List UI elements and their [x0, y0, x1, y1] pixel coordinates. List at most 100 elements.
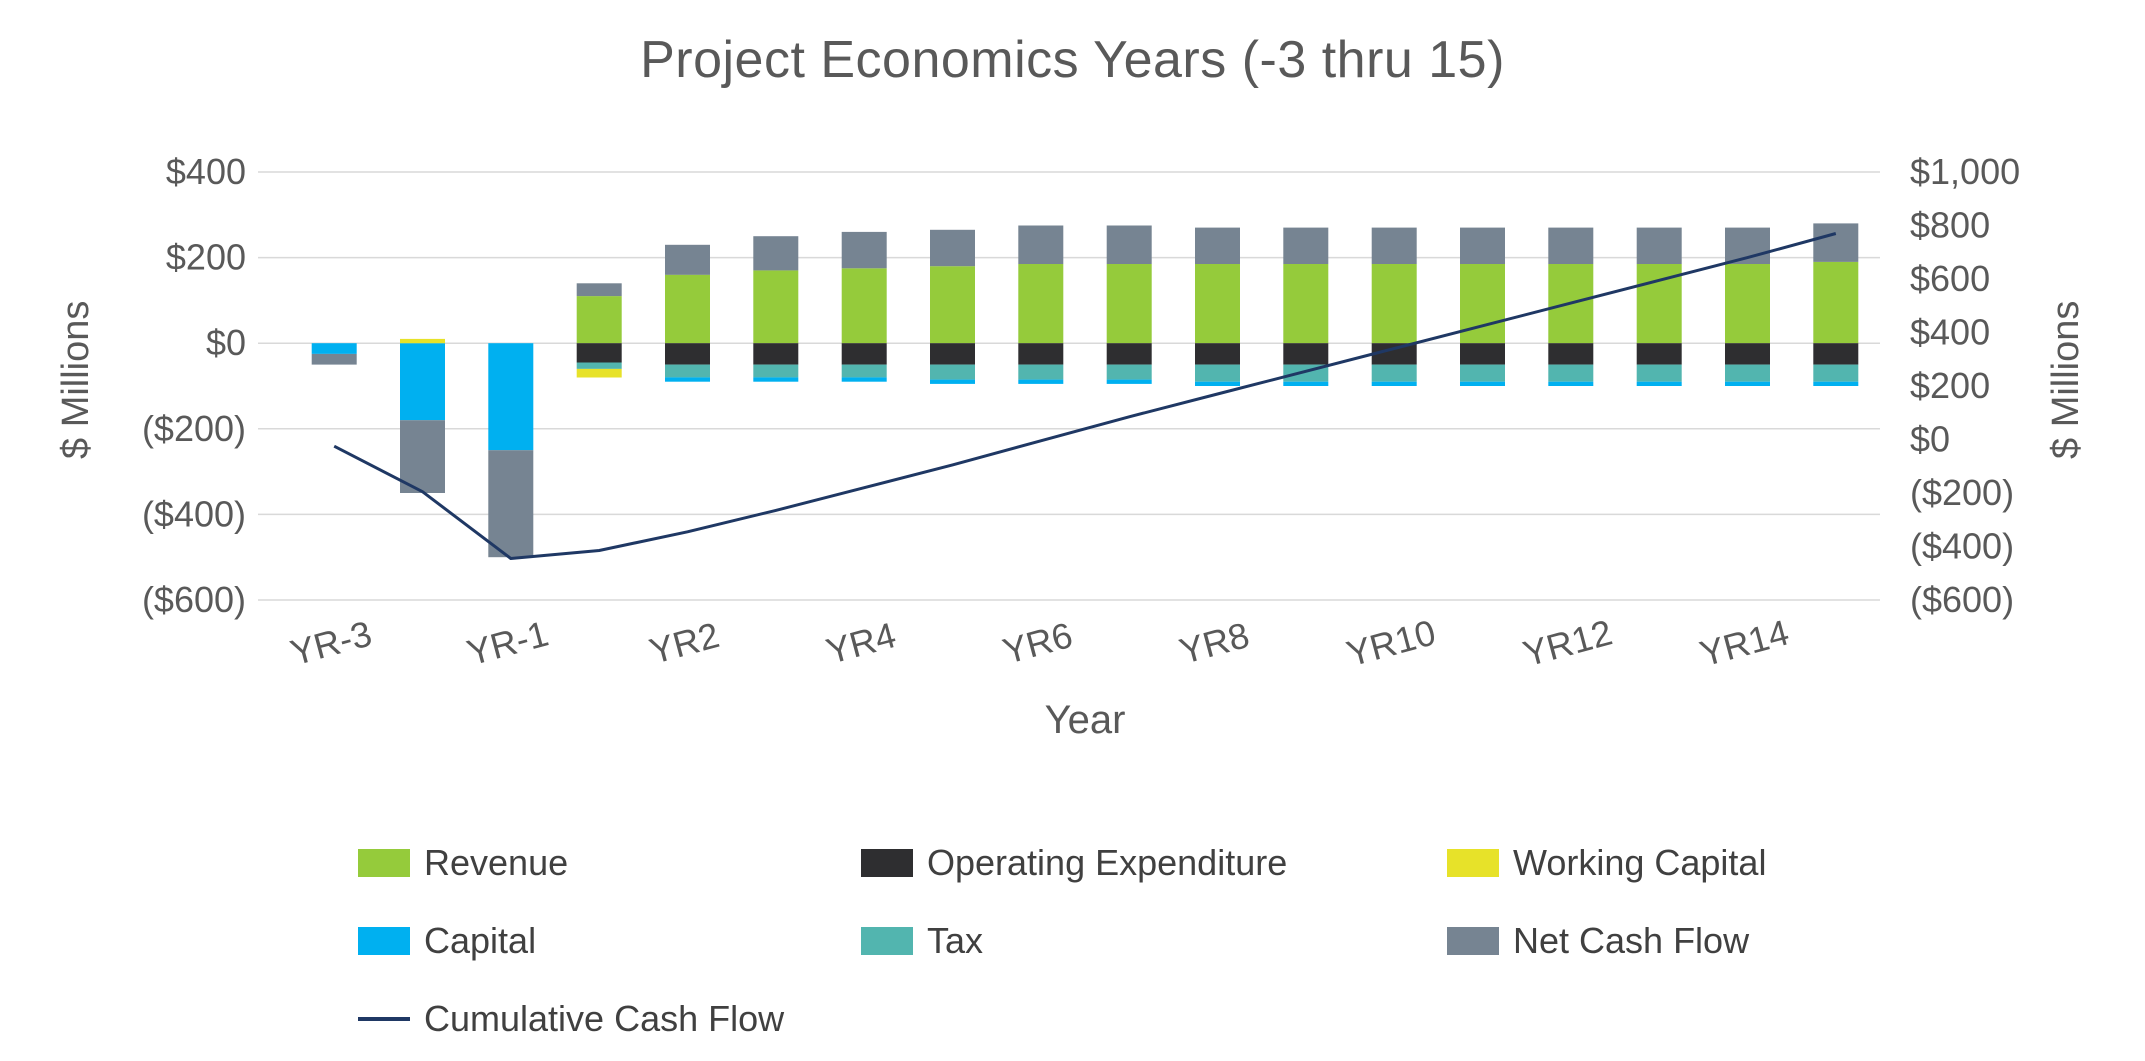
tax-swatch — [861, 927, 913, 955]
bar-segment-tax — [665, 364, 710, 378]
legend-label: Operating Expenditure — [927, 842, 1288, 883]
bar-segment-net_cash_flow — [1371, 227, 1417, 264]
legend-item-revenue: Revenue — [358, 842, 861, 883]
legend-item-capital: Capital — [358, 920, 861, 961]
legend: Revenue Operating Expenditure Working Ca… — [358, 842, 1766, 1039]
bar-segment-net_cash_flow — [1195, 227, 1240, 264]
chart-canvas: $400 $200 $0 ($200) ($400) ($600) $1,000 $800 $6… — [142, 151, 2020, 674]
svg-text:($400): ($400) — [1910, 526, 2014, 567]
svg-text:($600): ($600) — [1910, 579, 2014, 620]
svg-text:YR-3: YR-3 — [286, 613, 376, 674]
bar-segment-tax — [1725, 364, 1770, 382]
legend-item-net-cash-flow: Net Cash Flow — [1447, 920, 1766, 961]
cumulative-cash-flow-swatch — [358, 1017, 410, 1021]
bar-segment-opex — [1813, 343, 1859, 365]
bar-segment-capital — [1725, 381, 1770, 386]
bar-segment-capital — [1018, 379, 1064, 384]
revenue-swatch — [358, 849, 410, 877]
bar-segment-opex — [1371, 343, 1417, 365]
svg-text:($400): ($400) — [142, 493, 246, 534]
bar-segment-capital — [488, 343, 534, 451]
bar-segment-tax — [1460, 364, 1505, 382]
bar-segment-opex — [1460, 343, 1505, 365]
svg-text:$200: $200 — [1910, 365, 1990, 406]
bar-segment-tax — [753, 364, 799, 378]
bar-segment-revenue — [930, 266, 975, 344]
bar-segment-capital — [753, 377, 799, 382]
svg-text:$800: $800 — [1910, 205, 1990, 246]
left-axis-tick-labels: $400 $200 $0 ($200) ($400) ($600) — [142, 151, 246, 620]
bar-segment-net_cash_flow — [930, 229, 975, 267]
bar-segment-revenue — [1371, 264, 1417, 344]
svg-text:$400: $400 — [1910, 312, 1990, 353]
bar-segment-opex — [930, 343, 975, 365]
bar-segment-revenue — [1106, 264, 1152, 344]
operating-expenditure-swatch — [861, 849, 913, 877]
bar-segment-tax — [1106, 364, 1152, 380]
bar-segment-net_cash_flow — [400, 420, 445, 493]
bar-segment-tax — [930, 364, 975, 380]
legend-item-cumulative-cash-flow: Cumulative Cash Flow — [358, 998, 861, 1039]
bar-segment-tax — [576, 362, 622, 369]
bar-segment-net_cash_flow — [753, 236, 799, 271]
svg-text:YR14: YR14 — [1695, 611, 1793, 674]
bar-segment-net_cash_flow — [1283, 227, 1329, 264]
bar-segment-opex — [576, 343, 622, 363]
capital-swatch — [358, 927, 410, 955]
bar-segment-capital — [1460, 381, 1505, 386]
svg-text:YR12: YR12 — [1519, 611, 1617, 674]
cumulative-cash-flow-line — [333, 232, 1837, 560]
bar-segment-revenue — [753, 270, 799, 344]
bar-segment-revenue — [1813, 261, 1859, 344]
bar-segment-opex — [1106, 343, 1152, 365]
bar-segment-capital — [1371, 381, 1417, 386]
bar-segment-capital — [1813, 381, 1859, 386]
bar-segment-revenue — [841, 268, 887, 344]
bar-segment-revenue — [1725, 264, 1770, 344]
legend-label: Capital — [424, 920, 537, 961]
bar-segment-opex — [1018, 343, 1064, 365]
bar-segment-capital — [1106, 379, 1152, 384]
bar-segment-revenue — [1195, 264, 1240, 344]
bar-segment-capital — [1283, 381, 1329, 386]
bar-segment-capital — [1636, 381, 1682, 386]
x-axis-tick-labels: YR-3 YR-1 YR2 YR4 YR6 YR8 YR10 YR12 YR14 — [286, 611, 1793, 674]
legend-item-operating-expenditure: Operating Expenditure — [861, 842, 1447, 883]
bar-segment-revenue — [1018, 264, 1064, 344]
legend-item-tax: Tax — [861, 920, 1447, 961]
bar-segment-capital — [1548, 381, 1594, 386]
bar-segment-capital — [841, 377, 887, 382]
bar-segment-revenue — [1283, 264, 1329, 344]
bar-segment-tax — [1813, 364, 1859, 382]
legend-label: Tax — [927, 920, 984, 961]
svg-text:YR4: YR4 — [822, 614, 900, 672]
bar-segment-net_cash_flow — [1813, 223, 1859, 262]
bar-segment-capital — [930, 379, 975, 384]
svg-text:$200: $200 — [166, 237, 246, 278]
svg-text:YR6: YR6 — [998, 614, 1076, 672]
bar-segment-net_cash_flow — [1636, 227, 1682, 264]
bar-segment-revenue — [665, 274, 710, 344]
bar-segment-opex — [1636, 343, 1682, 365]
bar-segment-net_cash_flow — [488, 450, 534, 558]
bar-segment-opex — [1725, 343, 1770, 365]
bar-segment-tax — [1018, 364, 1064, 380]
stacked-bars — [311, 223, 1859, 558]
bar-segment-opex — [1283, 343, 1329, 365]
bar-segment-capital — [1195, 381, 1240, 386]
working-capital-swatch — [1447, 849, 1499, 877]
bar-segment-opex — [753, 343, 799, 365]
bar-segment-revenue — [576, 296, 622, 344]
bar-segment-capital — [311, 343, 357, 354]
svg-text:YR10: YR10 — [1342, 611, 1440, 674]
bar-segment-capital — [400, 343, 445, 421]
x-axis-title: Year — [1044, 698, 1126, 742]
svg-text:YR2: YR2 — [645, 614, 723, 672]
legend-label: Cumulative Cash Flow — [424, 998, 785, 1039]
legend-label: Revenue — [424, 842, 569, 883]
bar-segment-tax — [1195, 364, 1240, 382]
svg-text:YR8: YR8 — [1175, 614, 1253, 672]
svg-text:$1,000: $1,000 — [1910, 151, 2020, 192]
svg-text:($600): ($600) — [142, 579, 246, 620]
